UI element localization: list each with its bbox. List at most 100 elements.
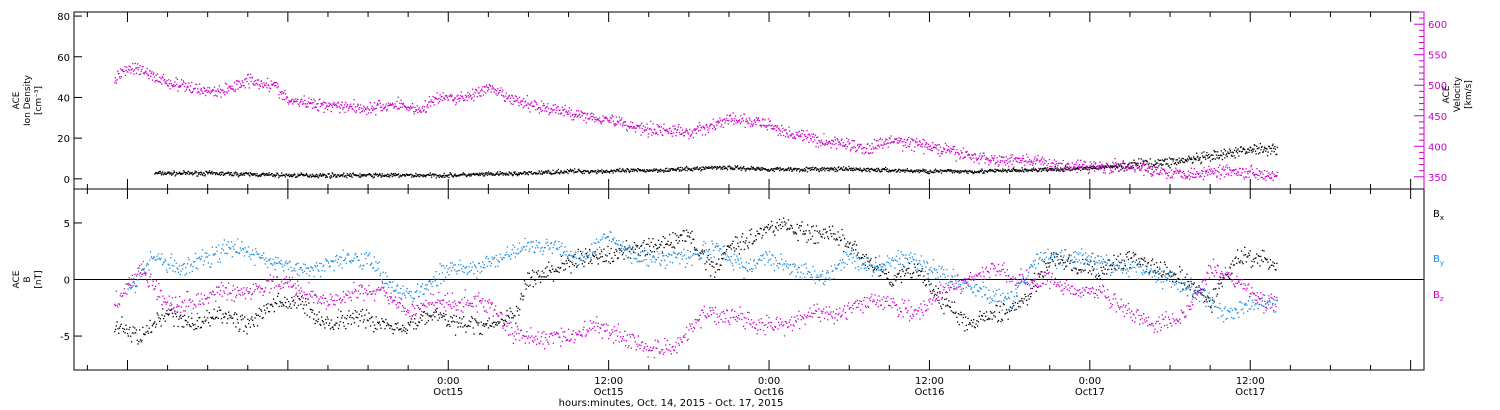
data-point <box>853 167 855 169</box>
data-point <box>170 80 172 82</box>
data-point <box>295 294 297 296</box>
data-point <box>270 80 272 82</box>
data-point <box>730 166 732 169</box>
data-point <box>712 118 714 120</box>
data-point <box>572 113 574 116</box>
data-point <box>604 117 607 119</box>
data-point <box>1133 159 1135 161</box>
data-point <box>740 169 742 171</box>
data-point <box>298 103 300 105</box>
data-point <box>619 167 621 170</box>
data-point <box>360 107 362 109</box>
data-point <box>665 170 667 173</box>
data-point <box>167 314 170 316</box>
data-point <box>313 318 315 320</box>
data-point <box>260 174 262 176</box>
data-point <box>865 170 867 172</box>
data-point <box>609 262 611 265</box>
data-point <box>234 312 236 314</box>
data-point <box>562 262 564 265</box>
data-point <box>1149 158 1151 160</box>
data-point <box>597 119 599 121</box>
data-point <box>856 144 859 147</box>
data-point <box>248 174 250 176</box>
data-point <box>132 63 134 65</box>
data-point <box>899 171 901 173</box>
data-point <box>993 170 995 172</box>
data-point <box>600 171 602 173</box>
data-point <box>585 252 587 255</box>
data-point <box>262 86 264 89</box>
data-point <box>1009 306 1012 309</box>
data-point <box>909 141 912 143</box>
data-point <box>897 140 899 142</box>
data-point <box>389 104 391 106</box>
data-point <box>927 143 930 145</box>
data-point <box>611 257 613 259</box>
data-point <box>321 175 323 177</box>
data-point <box>593 117 595 119</box>
data-point <box>749 167 751 170</box>
data-point <box>568 259 570 261</box>
data-point <box>677 242 679 244</box>
data-point <box>1199 172 1201 174</box>
data-point <box>513 171 515 173</box>
data-point <box>823 167 825 169</box>
data-point <box>916 169 918 171</box>
data-point <box>188 173 190 176</box>
data-point <box>732 167 734 169</box>
data-point <box>1269 177 1271 179</box>
data-point <box>571 261 573 263</box>
data-point <box>874 169 876 172</box>
data-point <box>203 87 205 89</box>
data-point <box>574 168 576 170</box>
data-point <box>1021 167 1023 169</box>
data-point <box>500 87 502 89</box>
data-point <box>1013 169 1015 172</box>
data-point <box>847 141 849 143</box>
data-point <box>361 110 364 112</box>
data-point <box>549 111 551 114</box>
data-point <box>343 172 345 174</box>
data-point <box>137 63 139 65</box>
data-point <box>1172 160 1174 162</box>
data-point <box>1228 174 1230 176</box>
data-point <box>565 111 567 113</box>
data-point <box>704 134 707 136</box>
data-point <box>121 69 124 71</box>
data-point <box>980 158 982 161</box>
data-point <box>442 315 444 317</box>
data-point <box>1026 162 1028 164</box>
data-point <box>800 135 802 138</box>
data-point <box>1149 166 1151 168</box>
data-point <box>764 226 766 228</box>
data-point <box>1098 168 1100 170</box>
data-point <box>488 173 490 176</box>
data-point <box>388 176 391 178</box>
data-point <box>803 139 805 141</box>
data-point <box>187 321 189 323</box>
data-point <box>684 167 686 169</box>
data-point <box>638 125 640 127</box>
data-point <box>601 172 603 174</box>
data-point <box>421 319 423 321</box>
data-point <box>317 318 320 320</box>
data-point <box>1180 159 1183 161</box>
data-point <box>645 171 647 173</box>
data-point <box>1028 161 1030 163</box>
data-point <box>217 317 219 319</box>
data-point <box>1033 160 1035 162</box>
data-point <box>524 101 526 103</box>
data-point <box>243 330 245 332</box>
data-point <box>244 325 247 327</box>
data-point <box>453 175 455 177</box>
data-point <box>551 111 553 113</box>
data-point <box>849 150 851 152</box>
data-point <box>688 168 691 170</box>
data-point <box>174 310 176 312</box>
data-point <box>560 267 562 269</box>
data-point <box>418 176 421 178</box>
data-point <box>766 129 768 131</box>
data-point <box>774 234 776 236</box>
data-point <box>370 317 372 319</box>
